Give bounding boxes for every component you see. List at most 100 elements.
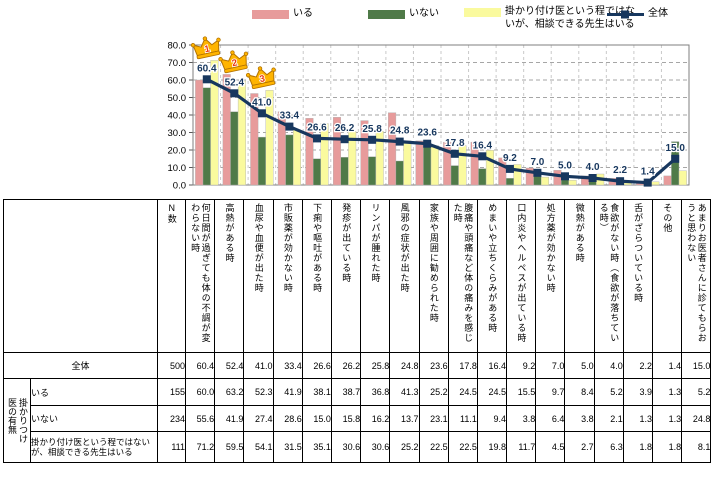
table-cell: 7.0: [535, 352, 566, 379]
line-marker: [643, 178, 652, 187]
category-header: 高熱がある時: [214, 199, 245, 353]
table-cell: 26.2: [330, 352, 362, 379]
bar: [293, 129, 302, 186]
row-label: 掛かり付け医という程ではないが、相談できる先生はいる: [30, 431, 158, 463]
data-label: 9.2: [503, 153, 517, 164]
category-header-text: あまりお医者さんに診てもらおうと思わない: [686, 203, 707, 343]
line-marker: [368, 135, 377, 144]
table-cell: 38.7: [330, 378, 362, 406]
table-cell: 55.6: [184, 405, 216, 432]
bar: [678, 170, 687, 186]
bar: [333, 117, 342, 186]
table-cell: 15.5: [506, 378, 537, 406]
bar: [541, 176, 550, 186]
line-marker: [616, 177, 625, 186]
table-cell: 30.6: [330, 431, 362, 463]
line-marker: [561, 172, 569, 181]
bar: [388, 112, 397, 186]
data-label: 16.4: [473, 140, 493, 151]
table-cell: 1.3: [651, 378, 683, 406]
table-cell: 9.7: [535, 378, 566, 406]
bar: [237, 80, 246, 186]
table-cell: 25.2: [389, 431, 420, 463]
table-cell: 2.1: [593, 405, 624, 432]
table-cell: 5.2: [681, 378, 712, 406]
bar: [415, 140, 424, 186]
table-cell: 24.8: [389, 352, 420, 379]
line-marker: [395, 137, 404, 146]
category-header: 微熱がある時: [564, 199, 595, 353]
bar: [423, 144, 432, 186]
table-header-row: N数 何日間が過ぎても体の不調が変わらない時 高熱がある時 血尿や血便が出た時 市販薬が…: [3, 199, 712, 353]
table-cell: 23.6: [418, 352, 449, 379]
bar: [230, 111, 239, 186]
data-label: 25.8: [362, 124, 382, 135]
legend-swatch: [464, 8, 501, 17]
data-label: 26.6: [307, 122, 327, 133]
table-cell: 15.0: [301, 405, 332, 432]
bar: [360, 120, 369, 186]
table-cell: 2.7: [564, 431, 595, 463]
category-header-text: 風邪の症状が出た時: [399, 203, 410, 293]
data-label: 1.4: [641, 167, 655, 178]
plot-border: [192, 44, 690, 186]
category-header-text: 家族や周囲に勧められた時: [428, 203, 439, 323]
category-header-text: 何日間が過ぎても体の不調が変わらない時: [190, 203, 211, 343]
category-header: 家族や周囲に勧められた時: [418, 199, 449, 353]
bar: [568, 180, 577, 186]
category-header: 何日間が過ぎても体の不調が変わらない時: [184, 199, 216, 353]
data-label: 26.2: [335, 123, 355, 134]
legend-label: いる: [293, 8, 313, 19]
data-label: 5.0: [558, 160, 572, 171]
category-header-text: 市販薬が効かない時: [282, 203, 293, 293]
data-label: 15.0: [665, 143, 685, 154]
table-cell: 3.8: [564, 405, 595, 432]
category-header-text: 口内炎やヘルペスが出ている時: [516, 203, 527, 343]
category-header-text: 腹痛や頭痛など体の痛みを感じた時: [452, 203, 474, 343]
table-cell: 15.0: [681, 352, 712, 379]
table-cell: 59.5: [214, 431, 245, 463]
y-axis-label: 30.0: [168, 128, 187, 139]
y-axis-label: 20.0: [168, 146, 187, 157]
category-header: 処方薬が効かない時: [535, 199, 566, 353]
row-group-label-cell: 掛かりつけ 医の有無: [3, 378, 31, 463]
data-label: 41.0: [252, 97, 272, 108]
category-header: 下痢や嘔吐がある時: [301, 199, 332, 353]
y-axis-label: 50.0: [168, 93, 187, 104]
n-value: 234: [157, 405, 186, 432]
data-label: 23.6: [417, 128, 437, 139]
category-header-text: 食欲がない時（食欲が落ちている時）: [598, 203, 620, 343]
category-header: 風邪の症状が出た時: [389, 199, 420, 353]
table-cell: 9.2: [506, 352, 537, 379]
line-marker: [423, 139, 432, 148]
table-cell: 1.8: [622, 431, 654, 463]
bar-line-chart: 0.0 10.0 20.0 30.0 40.0 50.0 60.0 70.0 80.0 60.4 5…: [168, 36, 690, 192]
line-marker: [533, 168, 542, 177]
table-row: 掛かりつけ 医の有無 いる 155 60.0 63.2 52.3 41.9 38.1 38.7 3…: [3, 378, 712, 463]
category-header: あまりお医者さんに診てもらおうと思わない: [681, 199, 712, 353]
line-marker: [588, 174, 597, 182]
bar: [430, 145, 439, 186]
n-value: 155: [157, 378, 186, 406]
table-cell: 6.4: [535, 405, 566, 432]
rank-crown-2: 2: [218, 50, 249, 74]
row-label: いない: [30, 405, 158, 432]
bar: [368, 156, 377, 186]
table-cell: 17.8: [447, 352, 478, 379]
data-label: 7.0: [530, 157, 544, 168]
bar: [450, 165, 459, 186]
category-header-text: 発疹が出ている時: [341, 203, 352, 283]
n-value: 500: [157, 352, 186, 379]
legend-item: いない: [368, 8, 439, 21]
corner-cell: [3, 199, 158, 353]
bar: [478, 168, 487, 186]
category-header-text: めまいや立ちくらみがある時: [487, 203, 498, 333]
line-marker: [285, 122, 294, 131]
table-cell: 25.2: [418, 378, 449, 406]
category-header: リンパが腫れた時: [360, 199, 391, 353]
legend-swatch: [368, 10, 405, 19]
table-cell: 60.0: [184, 378, 216, 406]
bar: [458, 145, 467, 186]
category-header-text: 高熱がある時: [224, 203, 235, 263]
table-cell: 71.2: [184, 431, 216, 463]
